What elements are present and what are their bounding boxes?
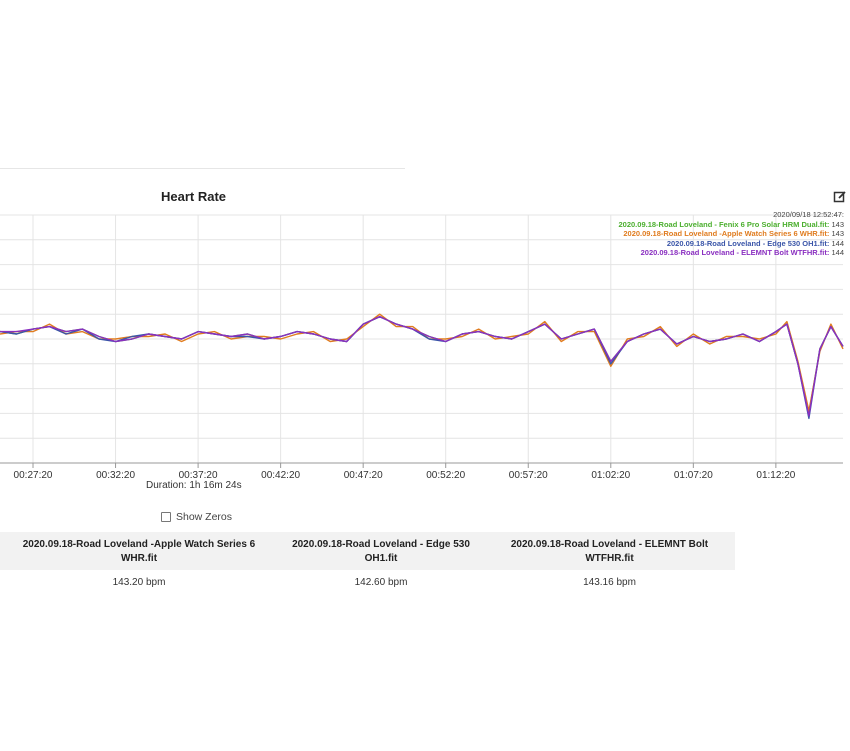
x-tick-label: 00:52:20 [426,470,465,480]
x-tick-label: 01:02:20 [591,470,630,480]
average-table: 2020.09.18-Road Loveland -Apple Watch Se… [0,532,735,600]
top-divider [0,168,405,169]
table-header-elemnt-bolt: 2020.09.18-Road Loveland - ELEMNT Bolt WT… [510,539,709,564]
show-zeros-toggle[interactable]: Show Zeros [161,511,232,523]
table-header-row: 2020.09.18-Road Loveland -Apple Watch Se… [0,532,735,570]
x-tick-label: 00:47:20 [344,470,383,480]
table-header-edge-530: 2020.09.18-Road Loveland - Edge 530 OH1.f… [292,539,470,564]
heart-rate-chart[interactable]: 00:27:20 00:32:20 00:37:20 00:42:20 00:47:20… [0,205,850,480]
series-line-3 [0,315,844,420]
legend-item-fenix: 2020.09.18-Road Loveland - Fenix 6 Pro S… [618,219,845,229]
table-cell-elemnt-bolt-avg: 143.16 bpm [583,577,636,588]
legend-timestamp: 2020/09/18 12:52:47: [773,210,844,219]
chart-title: Heart Rate [161,189,227,204]
x-tick-label: 00:57:20 [509,470,548,480]
table-row: 143.20 bpm 142.60 bpm 143.16 bpm [0,570,735,600]
x-tick-label: 00:42:20 [261,470,300,480]
table-cell-apple-watch-avg: 143.20 bpm [112,577,166,588]
chart-legend: 2020/09/18 12:52:47: 2020.09.18-Road Lov… [619,210,845,258]
series-line-1 [0,315,844,415]
x-tick-label: 01:07:20 [674,470,713,480]
legend-item-elemnt-bolt: 2020.09.18-Road Loveland - ELEMNT Bolt W… [640,248,844,258]
series-line-4 [0,315,844,417]
legend-item-edge-530: 2020.09.18-Road Loveland - Edge 530 OH1.… [666,238,844,248]
x-tick-label: 00:32:20 [96,470,135,480]
legend-item-apple-watch: 2020.09.18-Road Loveland -Apple Watch Se… [623,229,844,239]
show-zeros-label: Show Zeros [176,511,233,523]
table-cell-edge-530-avg: 142.60 bpm [354,577,408,588]
x-tick-label: 00:27:20 [14,470,53,480]
duration-label: Duration: 1h 16m 24s [146,480,242,491]
table-header-apple-watch: 2020.09.18-Road Loveland -Apple Watch Se… [22,539,256,564]
show-zeros-checkbox[interactable] [161,512,171,522]
x-tick-label: 01:12:20 [756,470,795,480]
edit-icon[interactable] [833,190,847,204]
series-line-2 [0,313,844,412]
x-tick-label: 00:37:20 [179,470,218,480]
